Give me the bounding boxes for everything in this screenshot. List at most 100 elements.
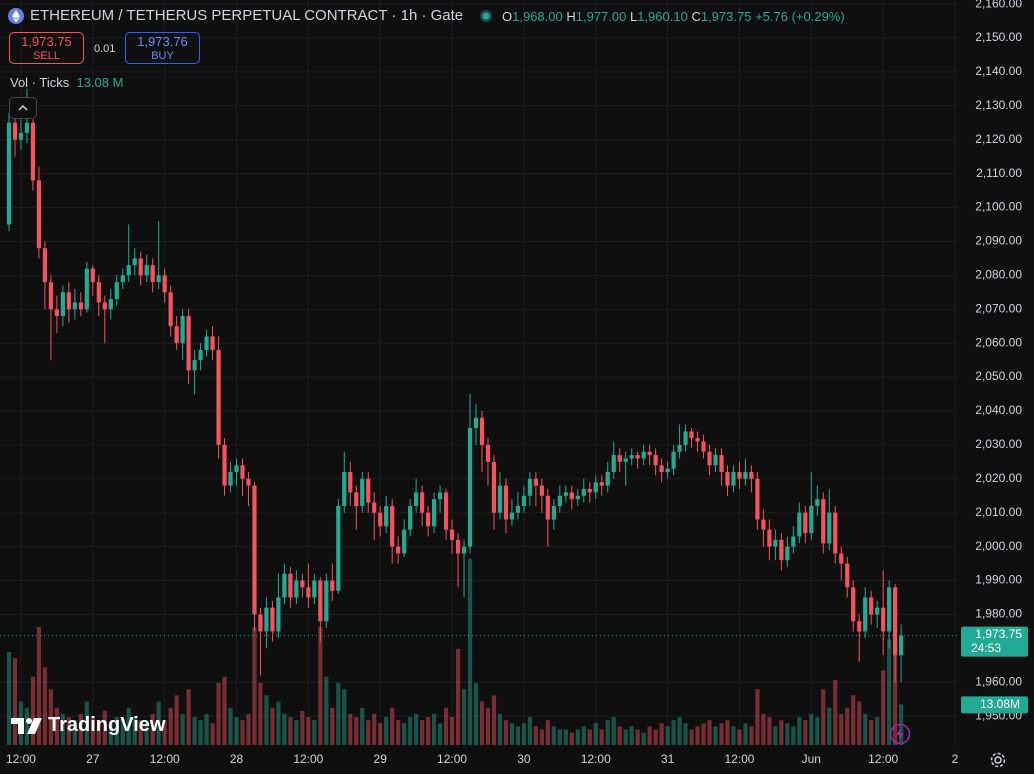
volume-bar — [270, 707, 275, 745]
candle-body — [881, 607, 886, 632]
buy-button[interactable]: 1,973.76 BUY — [125, 32, 200, 64]
candle-body — [216, 349, 221, 445]
candle-body — [366, 478, 371, 503]
volume-bar — [366, 720, 371, 745]
candle-body — [533, 478, 538, 486]
candle-body — [150, 265, 155, 283]
volume-bar — [599, 729, 604, 745]
candle-body — [96, 282, 101, 303]
volume-bar — [216, 682, 221, 745]
candle-body — [767, 529, 772, 547]
candle-body — [899, 635, 904, 656]
volume-bar — [384, 717, 389, 745]
volume-bar — [324, 676, 329, 745]
y-tick-label: 2,010.00 — [975, 505, 1022, 519]
candle-body — [12, 122, 18, 140]
volume-bar — [713, 726, 718, 745]
x-tick-label: 12:00 — [150, 752, 180, 766]
symbol-title: ETHEREUM / TETHERUS PERPETUAL CONTRACT ·… — [30, 7, 464, 24]
candle-body — [132, 258, 137, 266]
candle-body — [707, 451, 712, 466]
buy-label: BUY — [151, 50, 174, 62]
candle-body — [473, 417, 479, 428]
volume-bar — [108, 723, 113, 745]
y-tick-label: 2,120.00 — [975, 132, 1022, 146]
volume-bar — [743, 723, 748, 745]
y-tick-label: 2,050.00 — [975, 369, 1022, 383]
volume-bar — [485, 707, 491, 745]
volume-bar — [192, 717, 197, 745]
volume-bar — [593, 723, 598, 745]
candle-body — [336, 505, 341, 591]
volume-bar — [144, 723, 149, 745]
volume-bar — [545, 720, 550, 745]
volume-bar — [348, 713, 353, 745]
candle-body — [114, 282, 119, 300]
candle-body — [755, 478, 760, 520]
candle-body — [761, 519, 766, 530]
volume-bar — [875, 717, 880, 745]
y-tick-label: 2,060.00 — [975, 335, 1022, 349]
candle-body — [431, 499, 437, 527]
volume-bar — [623, 729, 628, 745]
candle-body — [551, 505, 556, 520]
volume-bar — [491, 695, 497, 745]
candle-body — [234, 465, 239, 473]
last-volume-box — [961, 696, 1028, 714]
volume-bar — [683, 723, 688, 745]
candle-body — [863, 597, 868, 632]
ohlc-value: 1,960.10 — [637, 9, 688, 24]
sell-button[interactable]: 1,973.75 SELL — [9, 32, 84, 64]
candle-body — [857, 621, 862, 632]
volume-bar — [803, 720, 808, 745]
candle-body — [342, 472, 347, 506]
candle-body — [635, 455, 640, 459]
candle-body — [66, 292, 71, 310]
volume-bar — [312, 720, 317, 745]
candle-body — [6, 122, 12, 225]
candle-body — [713, 455, 718, 466]
candle-body — [414, 492, 419, 506]
x-tick-label: 29 — [374, 752, 388, 766]
volume-bar — [300, 710, 305, 745]
volume-bar — [168, 707, 173, 745]
volume-bar — [677, 717, 682, 745]
collapse-button[interactable] — [9, 97, 37, 119]
volume-bar — [240, 720, 245, 745]
settings-icon[interactable] — [989, 751, 1007, 769]
candle-body — [581, 488, 586, 496]
candle-body — [695, 438, 700, 442]
buy-price: 1,973.76 — [137, 34, 188, 49]
candle-body — [683, 431, 688, 445]
volume-bar — [318, 627, 323, 745]
candle-body — [276, 597, 281, 632]
candle-body — [461, 546, 467, 554]
candle-body — [144, 265, 149, 276]
volume-bar — [737, 729, 742, 745]
volume-bar — [773, 726, 778, 745]
y-tick-label: 2,080.00 — [975, 268, 1022, 282]
alert-icon[interactable] — [889, 723, 911, 745]
candle-body — [671, 451, 676, 469]
candle-body — [30, 122, 36, 181]
volume-bar — [228, 707, 233, 745]
volume-bar — [222, 676, 227, 745]
ohlc-value: 1,968.00 — [512, 9, 563, 24]
volume-bar — [563, 729, 568, 745]
candle-body — [611, 455, 616, 473]
candle-body — [54, 309, 59, 317]
candle-body — [797, 512, 802, 537]
candle-body — [204, 336, 209, 350]
volume-bar — [252, 627, 257, 745]
candle-body — [515, 505, 521, 513]
candle-body — [527, 478, 532, 496]
volume-bar — [276, 701, 281, 745]
volume-bar — [575, 729, 580, 745]
candle-body — [258, 614, 263, 632]
volume-bar — [282, 713, 287, 745]
candle-body — [725, 472, 730, 486]
volume-bar — [539, 729, 544, 745]
x-tick-label: 27 — [86, 752, 100, 766]
volume-bar — [102, 710, 107, 745]
volume-bar — [515, 726, 521, 745]
